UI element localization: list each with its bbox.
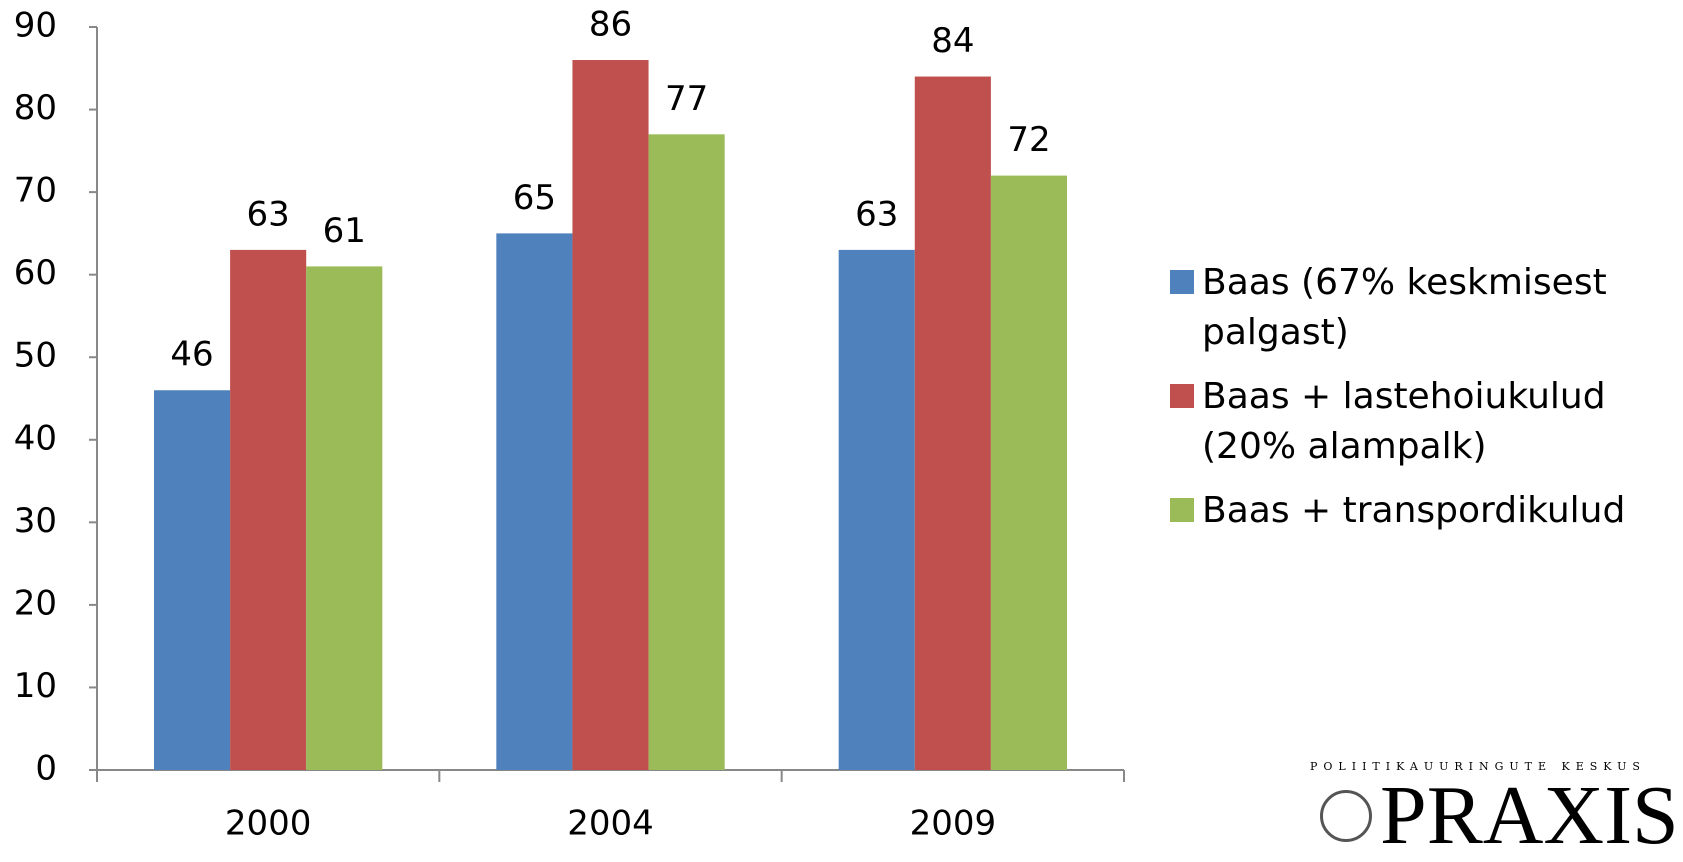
y-tick-label: 50 (14, 336, 57, 376)
data-label: 72 (1007, 120, 1050, 160)
y-tick-label: 60 (14, 253, 57, 293)
legend-label: Baas (67% keskmisest palgast) (1202, 262, 1607, 353)
legend-swatch (1170, 498, 1194, 522)
legend-item: Baas + transpordikulud (1170, 486, 1680, 536)
bar (648, 134, 725, 771)
legend-label: Baas + transpordikulud (1202, 490, 1626, 531)
legend-swatch (1170, 270, 1194, 294)
data-label: 46 (170, 335, 213, 375)
data-label: 63 (855, 194, 898, 234)
data-label: 86 (589, 5, 632, 45)
logo-icon (1320, 790, 1372, 842)
y-tick-label: 30 (14, 501, 57, 541)
legend-item: Baas + lastehoiukulud (20% alampalk) (1170, 372, 1680, 472)
legend-item: Baas (67% keskmisest palgast) (1170, 258, 1680, 358)
bar (153, 390, 231, 770)
y-tick-label: 80 (14, 88, 57, 128)
data-label: 61 (323, 211, 366, 251)
bar (230, 249, 307, 770)
x-tick-label: 2000 (225, 804, 312, 842)
bar (914, 76, 991, 771)
y-tick-label: 0 (35, 749, 57, 789)
y-tick-label: 40 (14, 418, 57, 458)
data-label: 63 (247, 194, 290, 234)
logo-name: PRAXIS (1380, 769, 1679, 862)
logo-subtitle: POLIITIKAUURINGUTE KESKUS (1310, 760, 1646, 773)
bar (838, 249, 915, 770)
y-tick-label: 70 (14, 171, 57, 211)
legend-label: Baas + lastehoiukulud (20% alampalk) (1202, 376, 1606, 467)
legend: Baas (67% keskmisest palgast) Baas + last… (1170, 258, 1680, 550)
chart: 0 10 20 30 40 50 60 70 80 90 2000 46 63 61 2004 65 86 77 2… (14, 5, 1125, 842)
y-tick-label: 20 (14, 583, 57, 623)
bar (306, 266, 383, 770)
y-tick-label: 90 (14, 6, 57, 46)
data-label: 84 (931, 21, 974, 61)
bar (990, 175, 1068, 771)
data-label: 65 (513, 178, 556, 218)
data-label: 77 (665, 79, 708, 119)
x-tick-label: 2009 (910, 804, 997, 842)
x-tick-label: 2004 (567, 804, 654, 842)
page: {"chart_data": {"type": "bar", "categori… (13, 4, 1680, 858)
legend-swatch (1170, 384, 1194, 408)
y-tick-label: 10 (14, 666, 57, 706)
bar (572, 60, 649, 771)
bar (496, 233, 573, 770)
